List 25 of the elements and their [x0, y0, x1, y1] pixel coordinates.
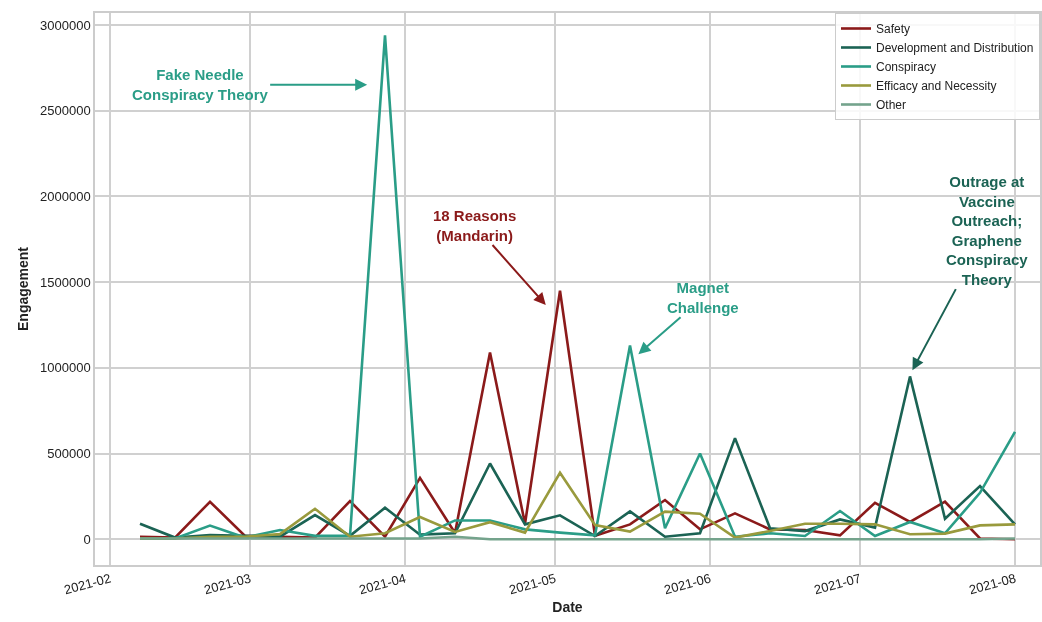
y-tick-label: 0	[83, 531, 91, 547]
y-tick-label: 3000000	[40, 17, 91, 33]
y-tick-label: 2000000	[40, 188, 91, 204]
annotation: Magnet Challenge	[667, 279, 739, 316]
annotation: Fake Needle Conspiracy Theory	[132, 66, 269, 103]
legend-label: Other	[876, 98, 907, 113]
x-tick-label: 2021-08	[967, 570, 1018, 598]
x-tick-label: 2021-06	[662, 570, 713, 598]
legend-label: Safety	[876, 22, 911, 37]
x-tick-label: 2021-02	[62, 570, 113, 598]
x-axis-title: Date	[552, 599, 583, 616]
y-axis-title: Engagement	[15, 246, 32, 332]
annotation: Outrage at Vaccine Outreach; Graphene Conspiracy Theory	[946, 173, 1029, 288]
legend-label: Efficacy and Necessity	[876, 79, 997, 94]
x-tick-label: 2021-03	[202, 570, 253, 598]
x-tick-label: 2021-07	[812, 570, 863, 598]
x-tick-label: 2021-05	[507, 570, 558, 598]
y-tick-label: 500000	[47, 446, 91, 462]
y-tick-label: 1500000	[40, 274, 91, 290]
y-tick-label: 1000000	[40, 360, 91, 376]
legend-label: Conspiracy	[876, 60, 937, 75]
legend-label: Development and Distribution	[876, 41, 1034, 56]
x-tick-label: 2021-04	[357, 570, 408, 598]
annotation: 18 Reasons (Mandarin)	[433, 207, 517, 244]
y-tick-label: 2500000	[40, 103, 91, 119]
